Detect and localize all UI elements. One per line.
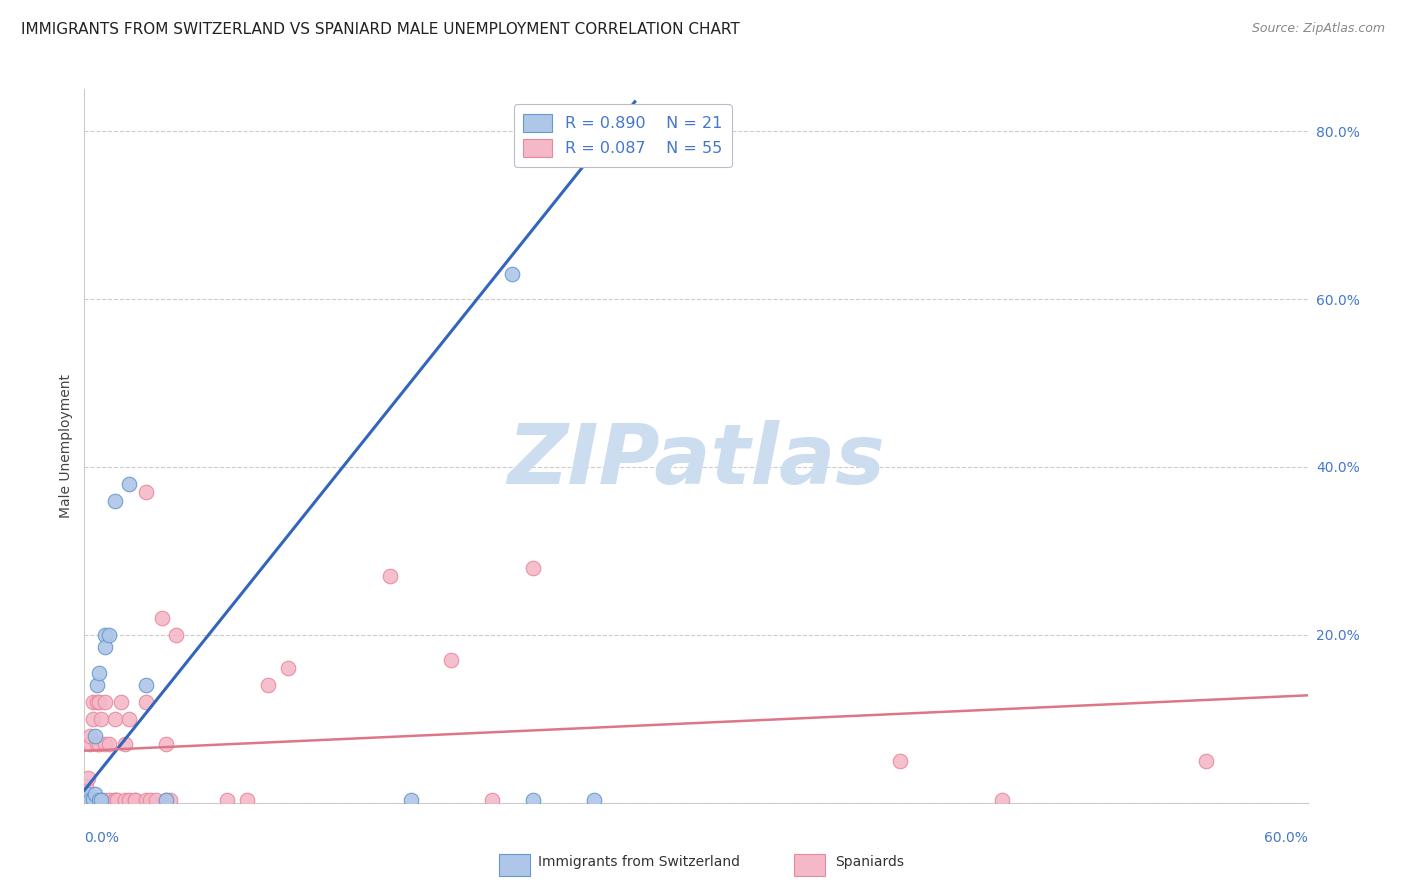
Point bbox=[110, 695, 132, 709]
Point bbox=[77, 771, 100, 785]
Point bbox=[86, 678, 108, 692]
Point bbox=[97, 628, 120, 642]
Point bbox=[87, 665, 110, 680]
Point bbox=[93, 695, 115, 709]
Point bbox=[104, 712, 127, 726]
Point bbox=[75, 791, 97, 805]
Point bbox=[86, 737, 108, 751]
Point bbox=[124, 793, 146, 807]
Point bbox=[155, 737, 177, 751]
Point bbox=[83, 793, 105, 807]
Point bbox=[145, 793, 167, 807]
Point bbox=[97, 793, 120, 807]
Point bbox=[90, 793, 112, 807]
Point bbox=[114, 793, 136, 807]
Point bbox=[82, 793, 104, 807]
Text: Immigrants from Switzerland: Immigrants from Switzerland bbox=[538, 855, 741, 869]
Point bbox=[77, 788, 100, 802]
Point bbox=[138, 793, 160, 807]
Point bbox=[991, 793, 1014, 807]
Point bbox=[135, 793, 157, 807]
Point bbox=[380, 569, 402, 583]
Point bbox=[83, 788, 105, 802]
Point bbox=[75, 779, 97, 793]
Point bbox=[440, 653, 463, 667]
Point bbox=[79, 793, 101, 807]
Point bbox=[79, 729, 101, 743]
Point bbox=[87, 695, 110, 709]
Point bbox=[93, 793, 115, 807]
Point bbox=[82, 792, 104, 806]
Point bbox=[104, 493, 127, 508]
Point bbox=[93, 737, 115, 751]
Point bbox=[75, 793, 97, 807]
Point bbox=[97, 737, 120, 751]
Point bbox=[481, 793, 503, 807]
Point bbox=[87, 737, 110, 751]
Point bbox=[79, 793, 101, 807]
Point bbox=[118, 793, 141, 807]
Point bbox=[135, 485, 157, 500]
Point bbox=[82, 695, 104, 709]
Text: ZIPatlas: ZIPatlas bbox=[508, 420, 884, 500]
Y-axis label: Male Unemployment: Male Unemployment bbox=[59, 374, 73, 518]
Point bbox=[118, 712, 141, 726]
Legend: R = 0.890    N = 21, R = 0.087    N = 55: R = 0.890 N = 21, R = 0.087 N = 55 bbox=[513, 104, 731, 167]
Point bbox=[135, 695, 157, 709]
Point bbox=[87, 793, 110, 807]
Point bbox=[124, 793, 146, 807]
Point bbox=[522, 560, 544, 574]
Point bbox=[104, 793, 127, 807]
Point bbox=[82, 712, 104, 726]
Point bbox=[236, 793, 259, 807]
Text: IMMIGRANTS FROM SWITZERLAND VS SPANIARD MALE UNEMPLOYMENT CORRELATION CHART: IMMIGRANTS FROM SWITZERLAND VS SPANIARD … bbox=[21, 22, 740, 37]
Point bbox=[1195, 754, 1218, 768]
Point bbox=[86, 695, 108, 709]
Point bbox=[155, 793, 177, 807]
Point bbox=[93, 628, 115, 642]
Point bbox=[217, 793, 239, 807]
Point bbox=[277, 661, 299, 675]
Point bbox=[165, 628, 187, 642]
Point bbox=[159, 793, 181, 807]
Point bbox=[90, 712, 112, 726]
Point bbox=[501, 267, 523, 281]
Point bbox=[90, 793, 112, 807]
Point bbox=[582, 793, 605, 807]
Point bbox=[257, 678, 280, 692]
Point bbox=[889, 754, 911, 768]
Text: 0.0%: 0.0% bbox=[84, 831, 120, 846]
Point bbox=[135, 678, 157, 692]
Point bbox=[77, 793, 100, 807]
Point bbox=[79, 737, 101, 751]
Point bbox=[399, 793, 422, 807]
Point bbox=[93, 640, 115, 655]
Text: Source: ZipAtlas.com: Source: ZipAtlas.com bbox=[1251, 22, 1385, 36]
Text: 60.0%: 60.0% bbox=[1264, 831, 1308, 846]
Point bbox=[105, 793, 128, 807]
Point bbox=[150, 611, 173, 625]
Point bbox=[114, 737, 136, 751]
Text: Spaniards: Spaniards bbox=[835, 855, 904, 869]
Point bbox=[118, 476, 141, 491]
Point bbox=[155, 793, 177, 807]
Point bbox=[522, 793, 544, 807]
Point bbox=[83, 729, 105, 743]
Point bbox=[83, 793, 105, 807]
Point bbox=[104, 793, 127, 807]
